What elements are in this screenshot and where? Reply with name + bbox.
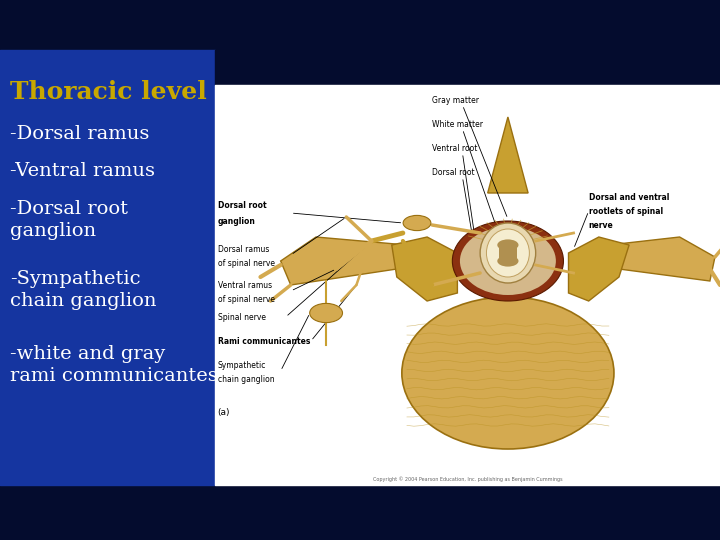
Text: of spinal nerve: of spinal nerve <box>217 259 274 267</box>
Polygon shape <box>487 117 528 193</box>
Text: Spinal nerve: Spinal nerve <box>217 313 266 321</box>
Ellipse shape <box>498 239 518 251</box>
Text: of spinal nerve: of spinal nerve <box>217 294 274 303</box>
Bar <box>499 245 517 261</box>
Ellipse shape <box>460 227 556 295</box>
Polygon shape <box>281 237 407 285</box>
Ellipse shape <box>480 223 536 283</box>
Text: rootlets of spinal: rootlets of spinal <box>589 206 663 215</box>
Text: Copyright © 2004 Pearson Education, Inc. publishing as Benjamin Cummings: Copyright © 2004 Pearson Education, Inc.… <box>373 476 562 482</box>
Polygon shape <box>569 237 629 301</box>
Ellipse shape <box>498 255 518 267</box>
Text: Rami communicantes: Rami communicantes <box>217 336 310 346</box>
Text: -Ventral ramus: -Ventral ramus <box>10 162 155 180</box>
Text: Dorsal root: Dorsal root <box>432 168 474 177</box>
Ellipse shape <box>402 297 614 449</box>
Text: Sympathetic: Sympathetic <box>217 361 266 369</box>
Text: -Sympathetic
chain ganglion: -Sympathetic chain ganglion <box>10 270 156 310</box>
Polygon shape <box>392 237 457 301</box>
Text: Ventral root: Ventral root <box>432 144 477 153</box>
Text: Gray matter: Gray matter <box>432 96 479 105</box>
Ellipse shape <box>452 221 564 301</box>
Text: (a): (a) <box>217 408 230 417</box>
Text: Thoracic level: Thoracic level <box>10 80 207 104</box>
Text: Ventral ramus: Ventral ramus <box>217 280 271 289</box>
Text: chain ganglion: chain ganglion <box>217 375 274 383</box>
Ellipse shape <box>310 303 343 322</box>
Text: nerve: nerve <box>589 220 613 230</box>
Text: Dorsal ramus: Dorsal ramus <box>217 245 269 253</box>
Ellipse shape <box>487 229 529 277</box>
Text: White matter: White matter <box>432 120 483 129</box>
Text: -Dorsal root
ganglion: -Dorsal root ganglion <box>10 200 128 240</box>
Text: Dorsal and ventral: Dorsal and ventral <box>589 192 669 201</box>
Text: -white and gray
rami communicantes: -white and gray rami communicantes <box>10 345 217 385</box>
Polygon shape <box>609 237 715 281</box>
Ellipse shape <box>403 215 431 231</box>
Text: Dorsal root: Dorsal root <box>217 200 266 210</box>
Text: -Dorsal ramus: -Dorsal ramus <box>10 125 149 143</box>
Text: ganglion: ganglion <box>217 217 256 226</box>
